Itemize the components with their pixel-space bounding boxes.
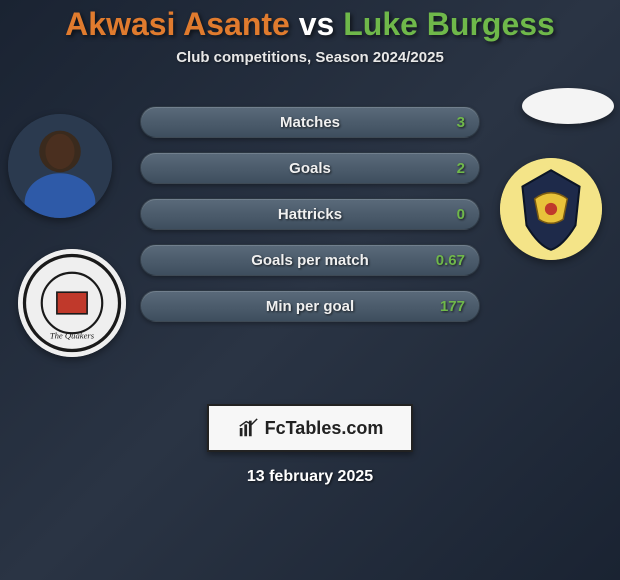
stat-value-p2: 2 (457, 160, 465, 177)
date-text: 13 february 2025 (0, 468, 620, 486)
svg-text:The Quakers: The Quakers (50, 331, 95, 341)
stat-value-p2: 0.67 (436, 252, 465, 269)
stat-label: Min per goal (141, 298, 479, 315)
stat-row-min-per-goal: Min per goal 177 (140, 290, 480, 322)
title-vs: vs (299, 6, 335, 42)
title-player1: Akwasi Asante (65, 6, 290, 42)
avatar-placeholder-icon (8, 114, 112, 218)
player1-club-crest: The Quakers (18, 249, 126, 357)
stat-value-p2: 177 (440, 298, 465, 315)
stat-value-p2: 3 (457, 114, 465, 131)
source-badge: FcTables.com (207, 404, 413, 452)
player2-club-crest (500, 158, 602, 260)
stat-row-matches: Matches 3 (140, 106, 480, 138)
subtitle: Club competitions, Season 2024/2025 (0, 49, 620, 66)
source-badge-text: FcTables.com (265, 418, 384, 439)
stat-label: Goals (141, 160, 479, 177)
stat-value-p2: 0 (457, 206, 465, 223)
player1-avatar (8, 114, 112, 218)
player2-avatar (522, 88, 614, 124)
stat-label: Hattricks (141, 206, 479, 223)
title-player2: Luke Burgess (343, 6, 555, 42)
stats-list: Matches 3 Goals 2 Hattricks 0 Goals per … (140, 106, 480, 336)
stat-row-hattricks: Hattricks 0 (140, 198, 480, 230)
page-title: Akwasi Asante vs Luke Burgess (0, 0, 620, 43)
crest-placeholder-icon: The Quakers (18, 249, 126, 357)
stat-label: Goals per match (141, 252, 479, 269)
comparison-area: The Quakers Matches 3 Goals 2 Hattricks … (0, 94, 620, 404)
stat-label: Matches (141, 114, 479, 131)
crest-placeholder-icon (500, 158, 602, 260)
stat-row-goals: Goals 2 (140, 152, 480, 184)
stat-row-goals-per-match: Goals per match 0.67 (140, 244, 480, 276)
chart-icon (237, 417, 259, 439)
